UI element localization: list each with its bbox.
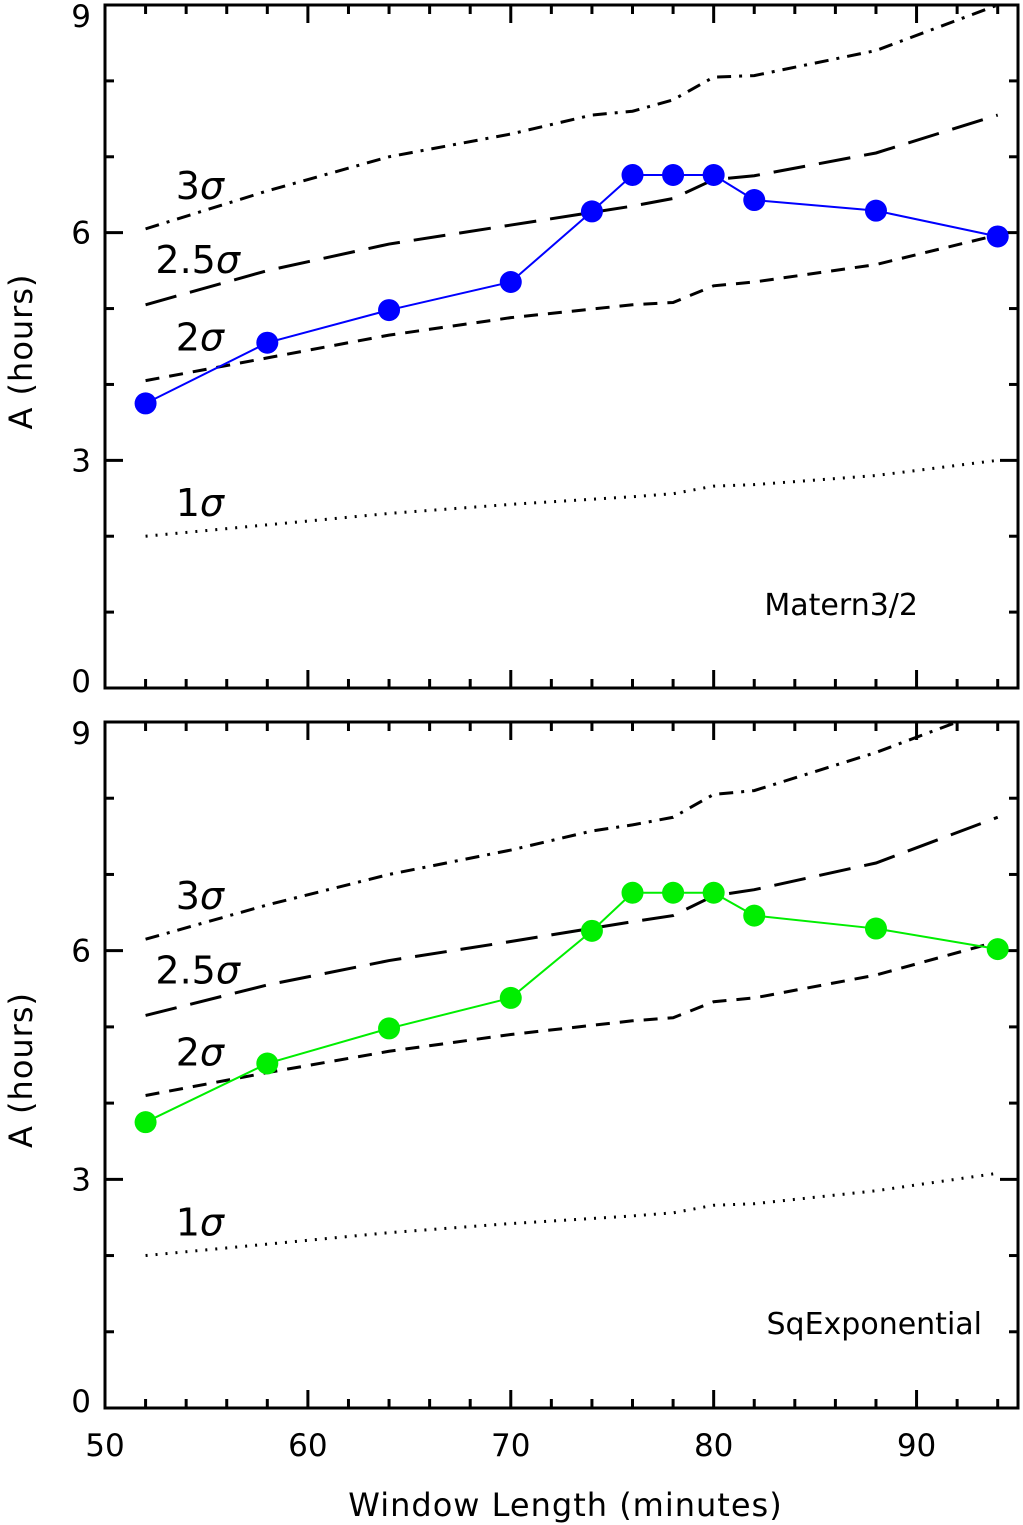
data-point xyxy=(499,270,522,293)
y-tick-label: 3 xyxy=(71,443,91,479)
x-tick-label: 90 xyxy=(897,1428,936,1464)
y-tick-label: 9 xyxy=(71,0,91,35)
plot-frame xyxy=(103,3,1020,690)
y-axis-title: A (hours) xyxy=(2,274,40,430)
y-tick-label: 0 xyxy=(71,664,91,700)
sigma-line-label: 3σ xyxy=(176,164,226,208)
x-tick-label: 50 xyxy=(85,1428,124,1464)
sigma-line-label: 2.5σ xyxy=(155,238,241,282)
data-point xyxy=(134,1111,157,1134)
data-point xyxy=(986,225,1009,248)
data-point xyxy=(743,189,766,212)
data-point xyxy=(134,392,157,415)
sigma-line-3 xyxy=(145,722,958,941)
y-axis-title: A (hours) xyxy=(2,992,40,1148)
sigma-line-2-5 xyxy=(145,113,999,307)
sigma-line-label: 2σ xyxy=(176,316,226,360)
data-point xyxy=(864,199,887,222)
x-tick-label: 60 xyxy=(288,1428,327,1464)
y-tick-label: 6 xyxy=(71,216,91,252)
x-tick-label: 70 xyxy=(491,1428,530,1464)
data-point xyxy=(621,163,644,186)
x-tick-label: 80 xyxy=(694,1428,733,1464)
data-point xyxy=(378,299,401,322)
data-point xyxy=(864,917,887,940)
data-point xyxy=(662,163,685,186)
chart-panel-1: 0 3 6 9 A (hours) 1σ 2σ 2.5σ 3σ Matern3/2 xyxy=(2,0,1020,700)
plot-frame xyxy=(103,720,1020,1410)
sigma-line-1 xyxy=(145,1171,998,1258)
panel-kernel-label: Matern3/2 xyxy=(764,588,918,623)
data-point xyxy=(702,881,725,904)
data-point xyxy=(378,1017,401,1040)
data-point xyxy=(256,331,279,354)
data-point xyxy=(743,904,766,927)
data-point xyxy=(580,200,603,223)
data-point xyxy=(256,1052,279,1075)
y-tick-label: 0 xyxy=(71,1384,91,1420)
sigma-line-3 xyxy=(145,5,999,231)
sigma-line-label: 3σ xyxy=(176,874,226,918)
y-tick-label: 3 xyxy=(71,1162,91,1198)
sigma-line-2-5 xyxy=(145,815,999,1017)
data-point xyxy=(702,163,725,186)
sigma-line-2 xyxy=(145,233,999,383)
sigma-line-label: 2.5σ xyxy=(155,948,241,992)
panel-kernel-label: SqExponential xyxy=(767,1307,983,1342)
chart-panel-2: 0 3 6 9 50 60 70 80 90 Window Length (minutes) A (… xyxy=(2,716,1020,1524)
sigma-line-label: 1σ xyxy=(176,1201,226,1245)
data-point xyxy=(499,986,522,1009)
sigma-line-label: 2σ xyxy=(176,1030,226,1074)
y-tick-label: 9 xyxy=(71,716,91,752)
data-point xyxy=(621,881,644,904)
data-point xyxy=(662,881,685,904)
y-tick-label: 6 xyxy=(71,934,91,970)
x-axis-title: Window Length (minutes) xyxy=(348,1486,782,1524)
sigma-line-label: 1σ xyxy=(176,481,226,525)
sigma-line-1 xyxy=(145,458,998,538)
data-point xyxy=(580,919,603,942)
data-point xyxy=(986,938,1009,961)
sigma-line-2 xyxy=(145,940,999,1097)
